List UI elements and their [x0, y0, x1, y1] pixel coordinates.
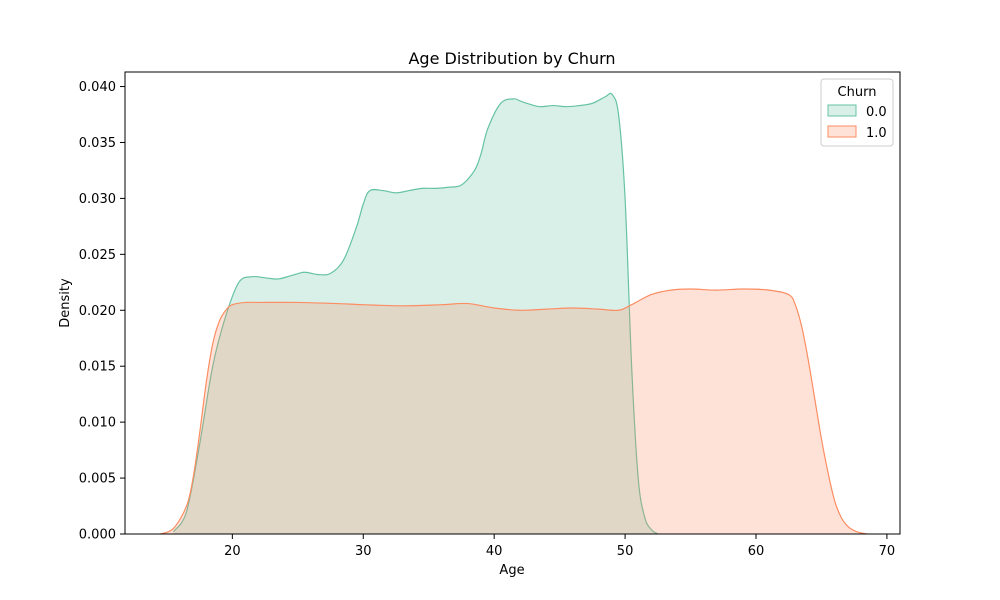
x-axis-label: Age — [499, 563, 524, 578]
y-tick-label: 0.015 — [79, 360, 116, 375]
legend: Churn 0.0 1.0 — [820, 78, 894, 147]
y-tick-label: 0.005 — [79, 472, 116, 487]
y-tick-label: 0.020 — [79, 304, 116, 319]
y-tick-label: 0.000 — [79, 528, 116, 543]
legend-box — [820, 78, 894, 147]
x-tick-label: 60 — [748, 544, 765, 559]
y-axis: 0.000 0.005 0.010 0.015 0.020 0.025 0.030 0.035… — [79, 80, 125, 543]
legend-swatch-churn-0 — [827, 104, 857, 117]
x-tick-label: 30 — [355, 544, 372, 559]
legend-swatch-churn-1 — [827, 125, 857, 138]
legend-label-churn-0: 0.0 — [866, 105, 887, 120]
plot-area — [160, 92, 868, 535]
y-tick-label: 0.025 — [79, 248, 116, 263]
y-tick-label: 0.040 — [79, 80, 116, 95]
legend-label-churn-1: 1.0 — [866, 126, 887, 141]
y-tick-label: 0.035 — [79, 136, 116, 151]
density-line-churn-1 — [160, 288, 868, 535]
legend-title: Churn — [838, 85, 877, 100]
density-area-churn-1 — [160, 289, 868, 534]
y-tick-label: 0.030 — [79, 192, 116, 207]
x-axis: 20 30 40 50 60 70 — [224, 534, 895, 559]
y-tick-label: 0.010 — [79, 416, 116, 431]
density-area-churn-0 — [173, 93, 658, 534]
x-tick-label: 50 — [617, 544, 634, 559]
x-tick-label: 40 — [486, 544, 503, 559]
plot-frame — [124, 71, 901, 535]
y-axis-label: Density — [58, 278, 73, 328]
x-tick-label: 70 — [879, 544, 896, 559]
chart-title: Age Distribution by Churn — [408, 49, 615, 68]
x-tick-label: 20 — [224, 544, 241, 559]
density-line-churn-0 — [172, 92, 659, 535]
